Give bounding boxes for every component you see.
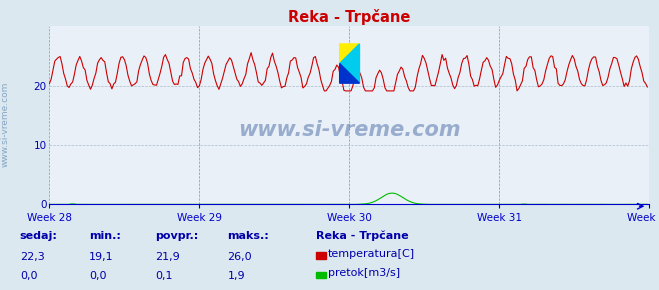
- Text: 19,1: 19,1: [89, 251, 113, 262]
- Title: Reka - Trpčane: Reka - Trpčane: [288, 9, 411, 25]
- Text: www.si-vreme.com: www.si-vreme.com: [1, 82, 10, 167]
- Text: 26,0: 26,0: [227, 251, 252, 262]
- Text: 21,9: 21,9: [155, 251, 180, 262]
- Polygon shape: [339, 44, 359, 83]
- Polygon shape: [339, 64, 359, 83]
- Polygon shape: [339, 44, 359, 83]
- Text: 1,9: 1,9: [227, 271, 245, 281]
- Text: povpr.:: povpr.:: [155, 231, 198, 241]
- Text: Reka - Trpčane: Reka - Trpčane: [316, 231, 409, 241]
- Text: 0,1: 0,1: [155, 271, 173, 281]
- Text: 0,0: 0,0: [20, 271, 38, 281]
- Text: min.:: min.:: [89, 231, 121, 241]
- Text: 0,0: 0,0: [89, 271, 107, 281]
- Text: www.si-vreme.com: www.si-vreme.com: [238, 119, 461, 139]
- Text: temperatura[C]: temperatura[C]: [328, 249, 415, 259]
- Text: sedaj:: sedaj:: [20, 231, 57, 241]
- Text: pretok[m3/s]: pretok[m3/s]: [328, 268, 400, 278]
- Text: 22,3: 22,3: [20, 251, 45, 262]
- Text: maks.:: maks.:: [227, 231, 269, 241]
